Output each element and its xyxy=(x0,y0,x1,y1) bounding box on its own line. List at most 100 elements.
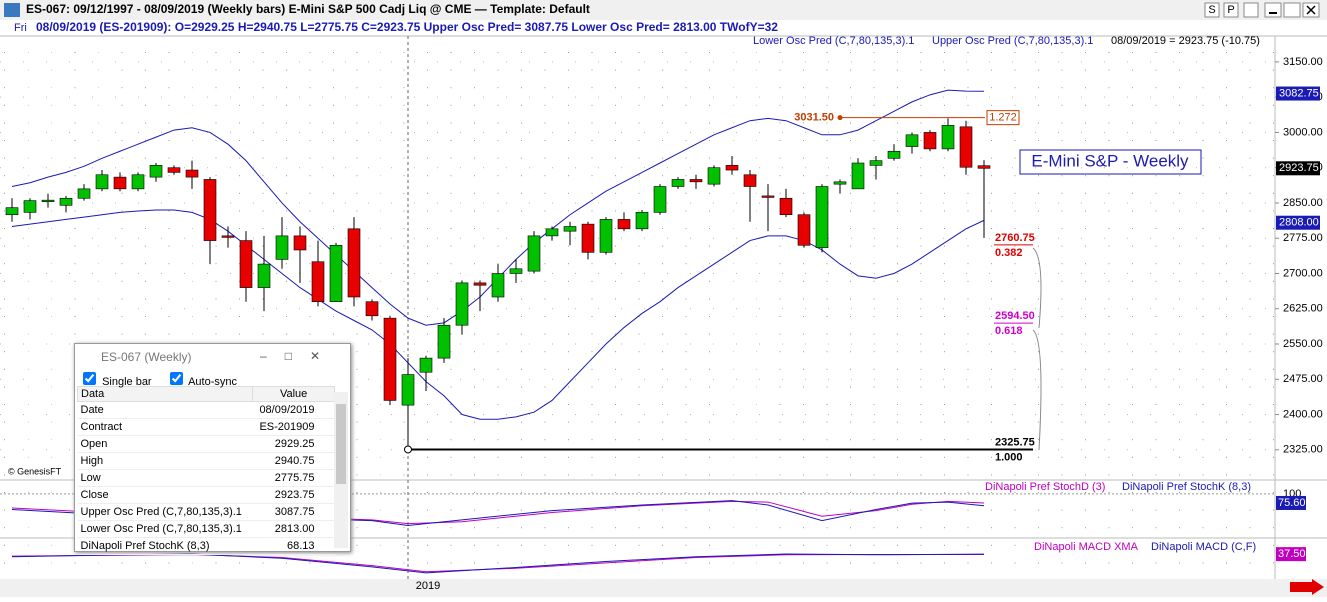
candle-body xyxy=(743,174,757,187)
data-row: Contract ES-201909 xyxy=(77,418,335,436)
candle-body xyxy=(473,282,487,286)
data-window[interactable]: ES-067 (Weekly) –□✕ Single bar Auto-sync … xyxy=(74,343,351,555)
legend-entry: DiNapoli MACD XMA xyxy=(1034,541,1139,553)
data-row: Open 2929.25 xyxy=(77,435,335,453)
candle-body xyxy=(599,219,613,253)
y-tick-label: 2850.00 xyxy=(1283,197,1323,209)
candle-body xyxy=(707,167,721,185)
fib-anchor xyxy=(404,445,412,454)
y-tick-label: 2550.00 xyxy=(1283,338,1323,350)
legend-entry: DiNapoli Pref StochD (3) xyxy=(985,481,1105,493)
candle-body xyxy=(671,179,685,187)
candle-body xyxy=(347,228,361,298)
candle-body xyxy=(221,235,235,238)
candle-body xyxy=(779,197,793,216)
fib-ratio: 1.272 xyxy=(989,112,1017,124)
candle-body xyxy=(185,169,199,178)
value-cell: 08/09/2019 xyxy=(252,401,335,419)
candle-body xyxy=(5,207,19,216)
data-row: Lower Osc Pred (C,7,80,135,3).1 2813.00 xyxy=(77,520,335,538)
candle-body xyxy=(527,235,541,272)
candle-body xyxy=(401,374,415,406)
window-title: ES-067: 09/12/1997 - 08/09/2019 (Weekly … xyxy=(26,2,590,16)
restore-button[interactable] xyxy=(1283,2,1301,18)
candle-body xyxy=(77,188,91,199)
x-tick-label: 2019 xyxy=(416,580,440,592)
value-cell: 2929.25 xyxy=(252,435,335,453)
price-flag-label: 2923.75 xyxy=(1279,162,1319,174)
value-cell: 2813.00 xyxy=(252,520,335,538)
label-cell: Contract xyxy=(77,418,253,436)
fib-price: 2325.75 xyxy=(995,436,1035,448)
candle-body xyxy=(689,179,703,183)
button-label[interactable]: S xyxy=(1208,4,1215,16)
menu-button[interactable] xyxy=(1243,2,1259,18)
checkbox[interactable]: Auto-sync xyxy=(166,369,237,388)
button[interactable] xyxy=(1223,2,1239,18)
y-tick-label: 2325.00 xyxy=(1283,444,1323,456)
candle-body xyxy=(635,212,649,230)
y-tick-label: 2775.00 xyxy=(1283,232,1323,244)
candle-body xyxy=(167,167,181,173)
data-row: Upper Osc Pred (C,7,80,135,3).1 3087.75 xyxy=(77,503,335,521)
minimize-button[interactable] xyxy=(1264,2,1282,18)
candle-body xyxy=(275,235,289,260)
candle-body xyxy=(761,195,775,198)
candle-body xyxy=(455,282,469,326)
legend-entry: Lower Osc Pred (C,7,80,135,3).1 xyxy=(753,35,914,47)
fib-ratio-box xyxy=(986,110,1020,126)
fib-ratio: 0.382 xyxy=(995,247,1023,259)
candle-body xyxy=(545,228,559,237)
column-header: Data xyxy=(76,386,254,402)
scroll-arrow[interactable] xyxy=(1290,579,1324,595)
scrollbar[interactable] xyxy=(334,392,348,548)
candle-body xyxy=(437,324,451,359)
candle-body xyxy=(563,226,577,232)
y-tick-label: 2625.00 xyxy=(1283,303,1323,315)
candle-body xyxy=(203,179,217,241)
legend-entry: Upper Osc Pred (C,7,80,135,3).1 xyxy=(932,35,1093,47)
candle-body xyxy=(923,132,937,150)
candle-body xyxy=(653,186,667,213)
price-flag xyxy=(1276,161,1320,176)
candle-body xyxy=(833,181,847,185)
fib-anchor xyxy=(837,115,843,121)
button[interactable] xyxy=(1204,2,1220,18)
y-tick-label: 3000.00 xyxy=(1283,126,1323,138)
data-row: Low 2775.75 xyxy=(77,469,335,487)
button-label[interactable]: P xyxy=(1227,4,1234,16)
fib-bracket xyxy=(1032,247,1042,451)
candle-body xyxy=(941,125,955,150)
candle-body xyxy=(617,219,631,230)
candle-body xyxy=(131,174,145,190)
chart-title: E-Mini S&P - Weekly xyxy=(1031,151,1189,170)
candle-body xyxy=(959,126,973,168)
value-cell: 2775.75 xyxy=(252,469,335,487)
candle-body xyxy=(419,357,433,373)
candle-body xyxy=(59,197,73,206)
value-cell: ES-201909 xyxy=(252,418,335,436)
checkbox[interactable]: Single bar xyxy=(79,369,152,388)
candle-body xyxy=(239,240,253,288)
label-cell: High xyxy=(77,452,253,470)
fib-ratio: 1.000 xyxy=(995,451,1023,463)
fib-ratio: 0.618 xyxy=(995,325,1023,337)
candle-body xyxy=(581,223,595,253)
y-tick-label: 2700.00 xyxy=(1283,267,1323,279)
info-line: 08/09/2019 (ES-201909): O=2929.25 H=2940… xyxy=(36,20,778,34)
value-cell: 68.13 xyxy=(252,537,335,555)
option-label: Auto-sync xyxy=(188,375,237,388)
y-tick-label: 2400.00 xyxy=(1283,408,1323,420)
candle-body xyxy=(887,150,901,159)
label-cell: Close xyxy=(77,486,253,504)
legend-last: 08/09/2019 = 2923.75 (-10.75) xyxy=(1111,35,1260,47)
value-flag xyxy=(1276,547,1306,562)
day-label: Fri xyxy=(14,22,27,34)
value-flag-label: 75.60 xyxy=(1278,497,1306,509)
candle-body xyxy=(311,261,325,302)
price-flag-label: 3082.75 xyxy=(1279,87,1319,99)
option-label: Single bar xyxy=(102,375,152,388)
window-controls[interactable]: –□✕ xyxy=(260,349,338,363)
title-bar xyxy=(0,0,1327,20)
